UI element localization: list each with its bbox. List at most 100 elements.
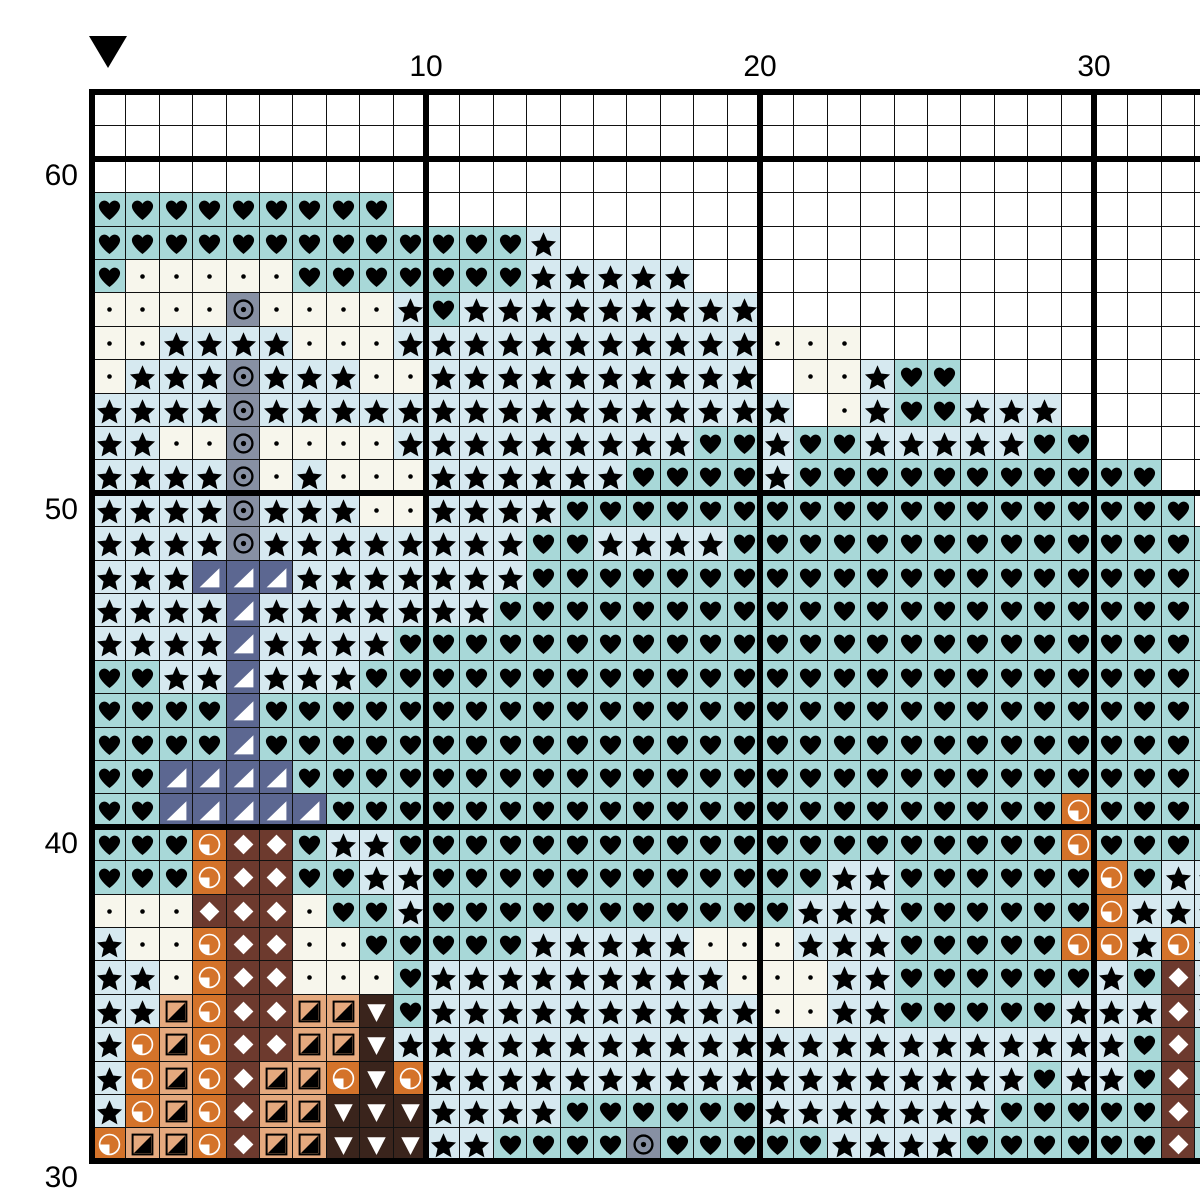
stitch-cell[interactable] xyxy=(1094,960,1129,996)
stitch-cell[interactable] xyxy=(993,960,1029,996)
stitch-cell[interactable] xyxy=(726,693,762,729)
stitch-cell[interactable] xyxy=(626,1060,662,1096)
stitch-cell[interactable] xyxy=(426,392,461,428)
stitch-cell[interactable] xyxy=(693,860,729,896)
stitch-cell[interactable] xyxy=(292,1060,328,1096)
stitch-cell[interactable] xyxy=(426,492,461,528)
stitch-cell[interactable] xyxy=(259,192,294,228)
stitch-cell[interactable] xyxy=(626,726,662,762)
stitch-cell[interactable] xyxy=(693,559,729,595)
stitch-cell[interactable] xyxy=(1060,993,1096,1029)
stitch-cell[interactable] xyxy=(526,92,562,127)
stitch-cell[interactable] xyxy=(392,760,428,795)
stitch-cell[interactable] xyxy=(1094,559,1129,595)
stitch-cell[interactable] xyxy=(359,492,395,528)
stitch-cell[interactable] xyxy=(1127,492,1163,528)
stitch-cell[interactable] xyxy=(960,259,996,294)
stitch-cell[interactable] xyxy=(1194,292,1200,328)
stitch-cell[interactable] xyxy=(559,793,595,829)
stitch-cell[interactable] xyxy=(659,526,695,562)
stitch-cell[interactable] xyxy=(693,492,729,528)
stitch-cell[interactable] xyxy=(1194,960,1200,996)
stitch-cell[interactable] xyxy=(893,626,929,662)
stitch-cell[interactable] xyxy=(158,960,194,996)
stitch-cell[interactable] xyxy=(760,259,795,294)
stitch-cell[interactable] xyxy=(993,192,1029,228)
stitch-cell[interactable] xyxy=(1027,92,1063,127)
stitch-cell[interactable] xyxy=(1194,659,1200,695)
stitch-cell[interactable] xyxy=(492,760,528,795)
stitch-cell[interactable] xyxy=(492,960,528,996)
stitch-cell[interactable] xyxy=(325,292,361,328)
stitch-cell[interactable] xyxy=(1194,92,1200,127)
stitch-cell[interactable] xyxy=(225,559,261,595)
stitch-cell[interactable] xyxy=(192,492,228,528)
stitch-cell[interactable] xyxy=(826,693,862,729)
stitch-cell[interactable] xyxy=(259,693,294,729)
stitch-cell[interactable] xyxy=(426,325,461,361)
stitch-cell[interactable] xyxy=(760,192,795,228)
stitch-cell[interactable] xyxy=(359,526,395,562)
stitch-cell[interactable] xyxy=(726,960,762,996)
stitch-cell[interactable] xyxy=(1194,593,1200,628)
stitch-cell[interactable] xyxy=(559,1027,595,1063)
stitch-cell[interactable] xyxy=(426,760,461,795)
stitch-cell[interactable] xyxy=(559,993,595,1029)
stitch-cell[interactable] xyxy=(760,492,795,528)
stitch-cell[interactable] xyxy=(693,626,729,662)
stitch-cell[interactable] xyxy=(259,392,294,428)
stitch-cell[interactable] xyxy=(960,192,996,228)
stitch-cell[interactable] xyxy=(1127,92,1163,127)
stitch-cell[interactable] xyxy=(960,960,996,996)
stitch-cell[interactable] xyxy=(860,793,896,829)
stitch-cell[interactable] xyxy=(1127,793,1163,829)
stitch-cell[interactable] xyxy=(426,359,461,395)
stitch-cell[interactable] xyxy=(292,860,328,896)
stitch-cell[interactable] xyxy=(927,225,962,261)
stitch-cell[interactable] xyxy=(893,593,929,628)
stitch-cell[interactable] xyxy=(492,92,528,127)
stitch-cell[interactable] xyxy=(259,893,294,929)
stitch-cell[interactable] xyxy=(492,426,528,461)
stitch-cell[interactable] xyxy=(492,158,528,194)
stitch-cell[interactable] xyxy=(1094,793,1129,829)
stitch-cell[interactable] xyxy=(192,325,228,361)
stitch-cell[interactable] xyxy=(1027,225,1063,261)
stitch-cell[interactable] xyxy=(626,526,662,562)
stitch-cell[interactable] xyxy=(92,192,127,228)
stitch-cell[interactable] xyxy=(559,860,595,896)
stitch-cell[interactable] xyxy=(826,993,862,1029)
stitch-cell[interactable] xyxy=(559,325,595,361)
stitch-cell[interactable] xyxy=(359,626,395,662)
stitch-cell[interactable] xyxy=(259,325,294,361)
stitch-cell[interactable] xyxy=(1027,292,1063,328)
stitch-cell[interactable] xyxy=(793,1060,829,1096)
stitch-cell[interactable] xyxy=(960,1060,996,1096)
stitch-cell[interactable] xyxy=(158,1127,194,1163)
stitch-cell[interactable] xyxy=(192,1027,228,1063)
stitch-cell[interactable] xyxy=(626,793,662,829)
stitch-cell[interactable] xyxy=(492,559,528,595)
stitch-cell[interactable] xyxy=(492,1127,528,1163)
stitch-cell[interactable] xyxy=(125,559,161,595)
stitch-cell[interactable] xyxy=(426,860,461,896)
stitch-cell[interactable] xyxy=(92,760,127,795)
stitch-cell[interactable] xyxy=(158,92,194,127)
stitch-cell[interactable] xyxy=(92,993,127,1029)
stitch-cell[interactable] xyxy=(860,92,896,127)
stitch-cell[interactable] xyxy=(693,92,729,127)
stitch-cell[interactable] xyxy=(626,960,662,996)
stitch-cell[interactable] xyxy=(492,927,528,962)
stitch-cell[interactable] xyxy=(492,192,528,228)
stitch-cell[interactable] xyxy=(158,993,194,1029)
stitch-cell[interactable] xyxy=(1127,659,1163,695)
stitch-cell[interactable] xyxy=(1094,158,1129,194)
stitch-cell[interactable] xyxy=(1194,359,1200,395)
stitch-cell[interactable] xyxy=(693,927,729,962)
stitch-cell[interactable] xyxy=(259,492,294,528)
stitch-cell[interactable] xyxy=(993,626,1029,662)
stitch-cell[interactable] xyxy=(659,426,695,461)
stitch-cell[interactable] xyxy=(793,125,829,161)
stitch-cell[interactable] xyxy=(1027,593,1063,628)
stitch-cell[interactable] xyxy=(659,1127,695,1163)
